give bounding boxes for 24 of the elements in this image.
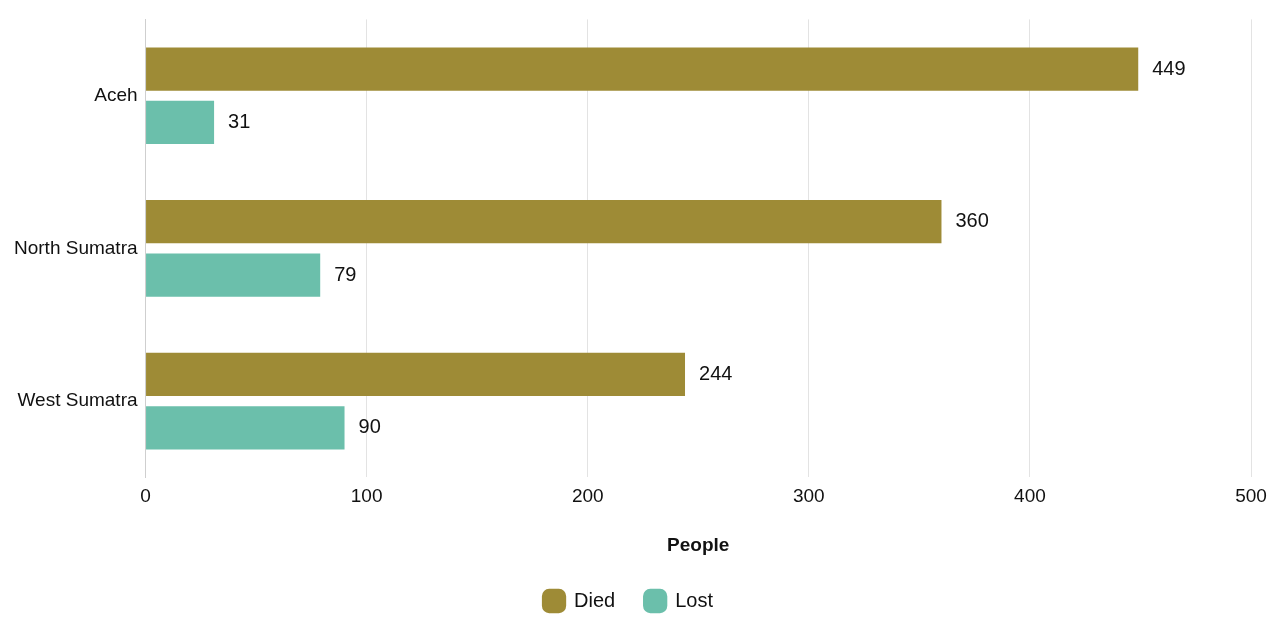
- x-tick-label: 0: [140, 485, 151, 507]
- x-tick-label: 300: [792, 485, 825, 507]
- data-label: 79: [334, 262, 357, 285]
- x-tick-label: 500: [1235, 485, 1267, 507]
- data-label: 31: [228, 109, 251, 132]
- y-tick-label: West Sumatra: [17, 389, 138, 411]
- data-label: 244: [699, 361, 733, 384]
- x-tick-label: 400: [1014, 485, 1046, 507]
- bar: [146, 100, 215, 145]
- bar: [146, 352, 686, 396]
- data-label: 360: [955, 209, 989, 232]
- x-tick-label: 100: [350, 485, 383, 507]
- data-label: 449: [1152, 56, 1186, 79]
- legend-label: Lost: [675, 588, 714, 611]
- x-tick-label: 200: [571, 485, 604, 507]
- bar: [146, 200, 942, 244]
- x-axis-title: People: [667, 533, 730, 555]
- y-tick-label: Aceh: [94, 83, 138, 105]
- bar: [146, 253, 321, 297]
- y-tick-label: North Sumatra: [14, 236, 138, 258]
- bar: [146, 47, 1139, 91]
- bar: [146, 406, 345, 450]
- legend-label: Died: [574, 588, 616, 611]
- data-label: 90: [358, 415, 381, 438]
